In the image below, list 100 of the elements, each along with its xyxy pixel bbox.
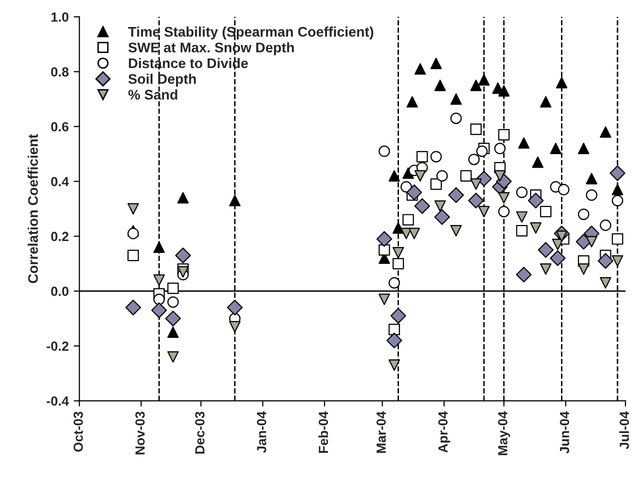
point — [167, 326, 179, 338]
point — [388, 277, 400, 289]
point — [153, 274, 165, 286]
point — [127, 250, 139, 262]
y-tick-label: 0.0 — [51, 286, 68, 296]
point — [226, 300, 243, 316]
y-tick-label: 0.2 — [51, 232, 68, 242]
point — [386, 332, 402, 348]
point — [392, 222, 404, 234]
point — [390, 308, 406, 324]
legend-label: Distance to Divide — [128, 58, 248, 68]
point — [558, 184, 570, 196]
point — [598, 253, 614, 269]
x-tick-label: Jan-04 — [256, 411, 266, 453]
point — [600, 277, 612, 289]
point — [468, 192, 484, 208]
point — [540, 206, 552, 218]
point — [468, 154, 480, 166]
x-tick-label: Dec-03 — [195, 412, 205, 454]
point — [406, 96, 418, 108]
point — [388, 170, 400, 182]
point — [528, 192, 544, 208]
point — [177, 192, 189, 204]
point — [578, 263, 590, 275]
y-tick-label: -0.2 — [46, 342, 68, 351]
point — [229, 194, 241, 206]
point — [498, 85, 510, 97]
point — [496, 174, 512, 190]
legend-label: % Sand — [128, 89, 178, 100]
point — [516, 211, 528, 223]
point — [538, 242, 554, 258]
point — [414, 198, 430, 214]
x-tick-label: Oct-03 — [74, 412, 83, 452]
point — [151, 302, 167, 318]
point — [165, 310, 181, 326]
point — [498, 206, 510, 218]
point — [518, 137, 530, 149]
point — [402, 214, 414, 226]
point — [530, 222, 542, 234]
y-tick-label: 0.6 — [51, 122, 68, 132]
point — [448, 187, 464, 203]
point — [408, 228, 420, 240]
point — [470, 178, 482, 190]
point — [175, 248, 191, 264]
point — [450, 112, 462, 124]
point — [436, 170, 448, 182]
point — [578, 142, 590, 154]
point — [540, 96, 552, 108]
point — [392, 246, 404, 258]
point — [153, 241, 165, 253]
point — [376, 231, 392, 247]
point — [612, 233, 624, 245]
y-tick-label: -0.4 — [46, 396, 69, 406]
x-tick-label: Apr-04 — [438, 411, 450, 453]
y-tick-label: 0.8 — [51, 67, 69, 77]
point — [434, 200, 446, 212]
point — [586, 236, 598, 248]
point — [550, 142, 562, 154]
point — [470, 80, 482, 92]
point — [600, 126, 612, 138]
point — [612, 255, 624, 267]
x-tick-label: Nov-03 — [135, 412, 145, 454]
point — [610, 165, 626, 181]
point — [414, 63, 426, 75]
point — [540, 263, 552, 275]
point — [532, 156, 544, 168]
point — [430, 58, 442, 70]
point — [414, 170, 426, 182]
point — [478, 74, 490, 86]
point — [153, 294, 165, 306]
point — [392, 258, 404, 270]
legend-label: Time Stability (Spearman Coefficient) — [128, 26, 374, 40]
point — [416, 150, 428, 162]
point — [167, 282, 179, 294]
x-tick-label: Jul-04 — [619, 411, 630, 450]
point — [498, 129, 510, 140]
y-tick-label: 0.4 — [51, 176, 69, 186]
point — [586, 172, 598, 184]
x-tick-label: Feb-04 — [318, 411, 328, 453]
point — [127, 203, 139, 215]
point — [388, 324, 400, 336]
point — [478, 206, 490, 218]
point — [125, 300, 142, 316]
point — [516, 266, 532, 282]
x-tick-label: May-04 — [498, 411, 510, 456]
x-tick-label: Mar-04 — [376, 411, 386, 453]
point — [378, 244, 390, 256]
point — [552, 238, 564, 250]
point — [430, 178, 442, 190]
point — [388, 359, 400, 371]
point — [550, 250, 566, 266]
point — [498, 192, 510, 204]
point — [378, 294, 390, 306]
point — [494, 142, 506, 154]
point — [470, 124, 482, 135]
point — [450, 225, 462, 236]
point — [434, 80, 446, 92]
y-axis-title: Correlation Coefficient — [28, 134, 38, 284]
y-tick-label: 1.0 — [51, 12, 68, 22]
point — [434, 209, 450, 225]
